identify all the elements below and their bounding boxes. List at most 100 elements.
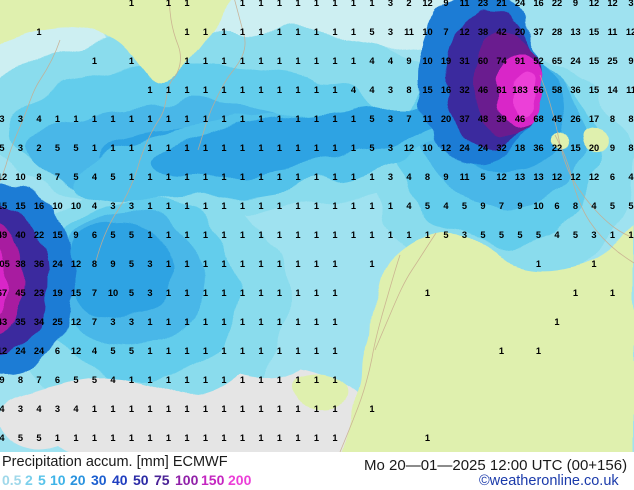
svg-text:5: 5 xyxy=(92,375,97,385)
svg-text:5: 5 xyxy=(110,172,115,182)
svg-text:7: 7 xyxy=(55,172,60,182)
svg-text:7: 7 xyxy=(406,114,411,124)
svg-text:10: 10 xyxy=(422,143,432,153)
svg-text:3: 3 xyxy=(462,230,467,240)
svg-text:12: 12 xyxy=(589,172,599,182)
svg-text:1: 1 xyxy=(591,259,596,269)
svg-text:1: 1 xyxy=(332,230,337,240)
svg-text:11: 11 xyxy=(404,27,414,37)
svg-text:1: 1 xyxy=(277,143,282,153)
svg-text:4: 4 xyxy=(110,375,116,385)
svg-text:1: 1 xyxy=(295,0,300,8)
svg-text:1: 1 xyxy=(258,433,263,443)
svg-text:1: 1 xyxy=(240,259,245,269)
svg-text:9: 9 xyxy=(480,201,485,211)
svg-text:3: 3 xyxy=(110,317,115,327)
svg-text:1: 1 xyxy=(36,27,41,37)
svg-text:1: 1 xyxy=(221,201,226,211)
svg-text:1: 1 xyxy=(73,114,78,124)
svg-text:5: 5 xyxy=(129,259,134,269)
svg-text:9: 9 xyxy=(406,56,411,66)
svg-text:5: 5 xyxy=(110,346,115,356)
svg-text:1: 1 xyxy=(314,375,319,385)
svg-text:1: 1 xyxy=(166,143,171,153)
svg-text:1: 1 xyxy=(221,56,226,66)
svg-text:15: 15 xyxy=(0,201,7,211)
svg-text:1: 1 xyxy=(425,433,430,443)
svg-text:5: 5 xyxy=(110,230,115,240)
svg-text:1: 1 xyxy=(332,114,337,124)
svg-text:1: 1 xyxy=(129,143,134,153)
svg-text:17: 17 xyxy=(589,114,599,124)
svg-text:Mo 20—01—2025 12:00 UTC (00+15: Mo 20—01—2025 12:00 UTC (00+156) xyxy=(364,457,627,474)
svg-text:4: 4 xyxy=(369,56,375,66)
svg-text:1: 1 xyxy=(258,0,263,8)
svg-text:10: 10 xyxy=(52,201,62,211)
svg-text:1: 1 xyxy=(55,114,60,124)
svg-text:1: 1 xyxy=(203,375,208,385)
svg-text:35: 35 xyxy=(15,317,25,327)
svg-text:15: 15 xyxy=(422,85,432,95)
svg-text:6: 6 xyxy=(610,172,615,182)
svg-text:1: 1 xyxy=(221,375,226,385)
svg-text:1: 1 xyxy=(147,346,152,356)
svg-text:1: 1 xyxy=(166,346,171,356)
svg-text:8: 8 xyxy=(36,172,41,182)
svg-text:1: 1 xyxy=(277,288,282,298)
svg-text:1: 1 xyxy=(221,317,226,327)
svg-text:1: 1 xyxy=(277,27,282,37)
svg-text:1: 1 xyxy=(332,259,337,269)
svg-text:4: 4 xyxy=(92,346,98,356)
svg-text:1: 1 xyxy=(332,85,337,95)
svg-text:12: 12 xyxy=(626,27,634,37)
svg-text:1: 1 xyxy=(129,404,134,414)
svg-text:1: 1 xyxy=(314,201,319,211)
svg-text:67: 67 xyxy=(0,288,7,298)
svg-text:4: 4 xyxy=(406,201,412,211)
svg-text:1: 1 xyxy=(610,288,615,298)
svg-text:12: 12 xyxy=(441,143,451,153)
svg-text:1: 1 xyxy=(166,404,171,414)
svg-text:46: 46 xyxy=(515,114,525,124)
svg-text:5: 5 xyxy=(369,114,374,124)
svg-text:1: 1 xyxy=(203,230,208,240)
svg-text:23: 23 xyxy=(34,288,44,298)
svg-text:1: 1 xyxy=(295,404,300,414)
svg-text:1: 1 xyxy=(203,143,208,153)
svg-text:1: 1 xyxy=(314,27,319,37)
svg-text:9: 9 xyxy=(0,375,5,385)
svg-text:1: 1 xyxy=(295,317,300,327)
svg-text:1: 1 xyxy=(332,288,337,298)
svg-text:183: 183 xyxy=(512,85,528,95)
svg-text:1: 1 xyxy=(240,375,245,385)
svg-text:1: 1 xyxy=(332,404,337,414)
svg-text:1: 1 xyxy=(258,201,263,211)
svg-text:3: 3 xyxy=(110,201,115,211)
svg-text:8: 8 xyxy=(573,201,578,211)
svg-text:1: 1 xyxy=(240,346,245,356)
svg-text:3: 3 xyxy=(628,0,633,8)
svg-text:12: 12 xyxy=(0,346,7,356)
svg-text:52: 52 xyxy=(533,56,543,66)
svg-text:1: 1 xyxy=(184,317,189,327)
svg-text:1: 1 xyxy=(147,172,152,182)
svg-text:20: 20 xyxy=(515,27,525,37)
svg-text:1: 1 xyxy=(258,27,263,37)
svg-text:1: 1 xyxy=(147,404,152,414)
svg-text:32: 32 xyxy=(459,85,469,95)
svg-text:24: 24 xyxy=(459,143,470,153)
svg-text:1: 1 xyxy=(314,404,319,414)
svg-text:1: 1 xyxy=(203,288,208,298)
svg-text:39: 39 xyxy=(496,114,506,124)
svg-text:1: 1 xyxy=(129,375,134,385)
svg-text:50: 50 xyxy=(133,472,149,488)
svg-text:38: 38 xyxy=(15,259,25,269)
svg-text:5: 5 xyxy=(55,143,60,153)
svg-text:68: 68 xyxy=(533,114,543,124)
svg-text:1: 1 xyxy=(184,433,189,443)
svg-text:42: 42 xyxy=(496,27,506,37)
svg-text:1: 1 xyxy=(277,230,282,240)
svg-text:24: 24 xyxy=(52,259,63,269)
svg-text:74: 74 xyxy=(496,56,507,66)
svg-text:91: 91 xyxy=(515,56,525,66)
